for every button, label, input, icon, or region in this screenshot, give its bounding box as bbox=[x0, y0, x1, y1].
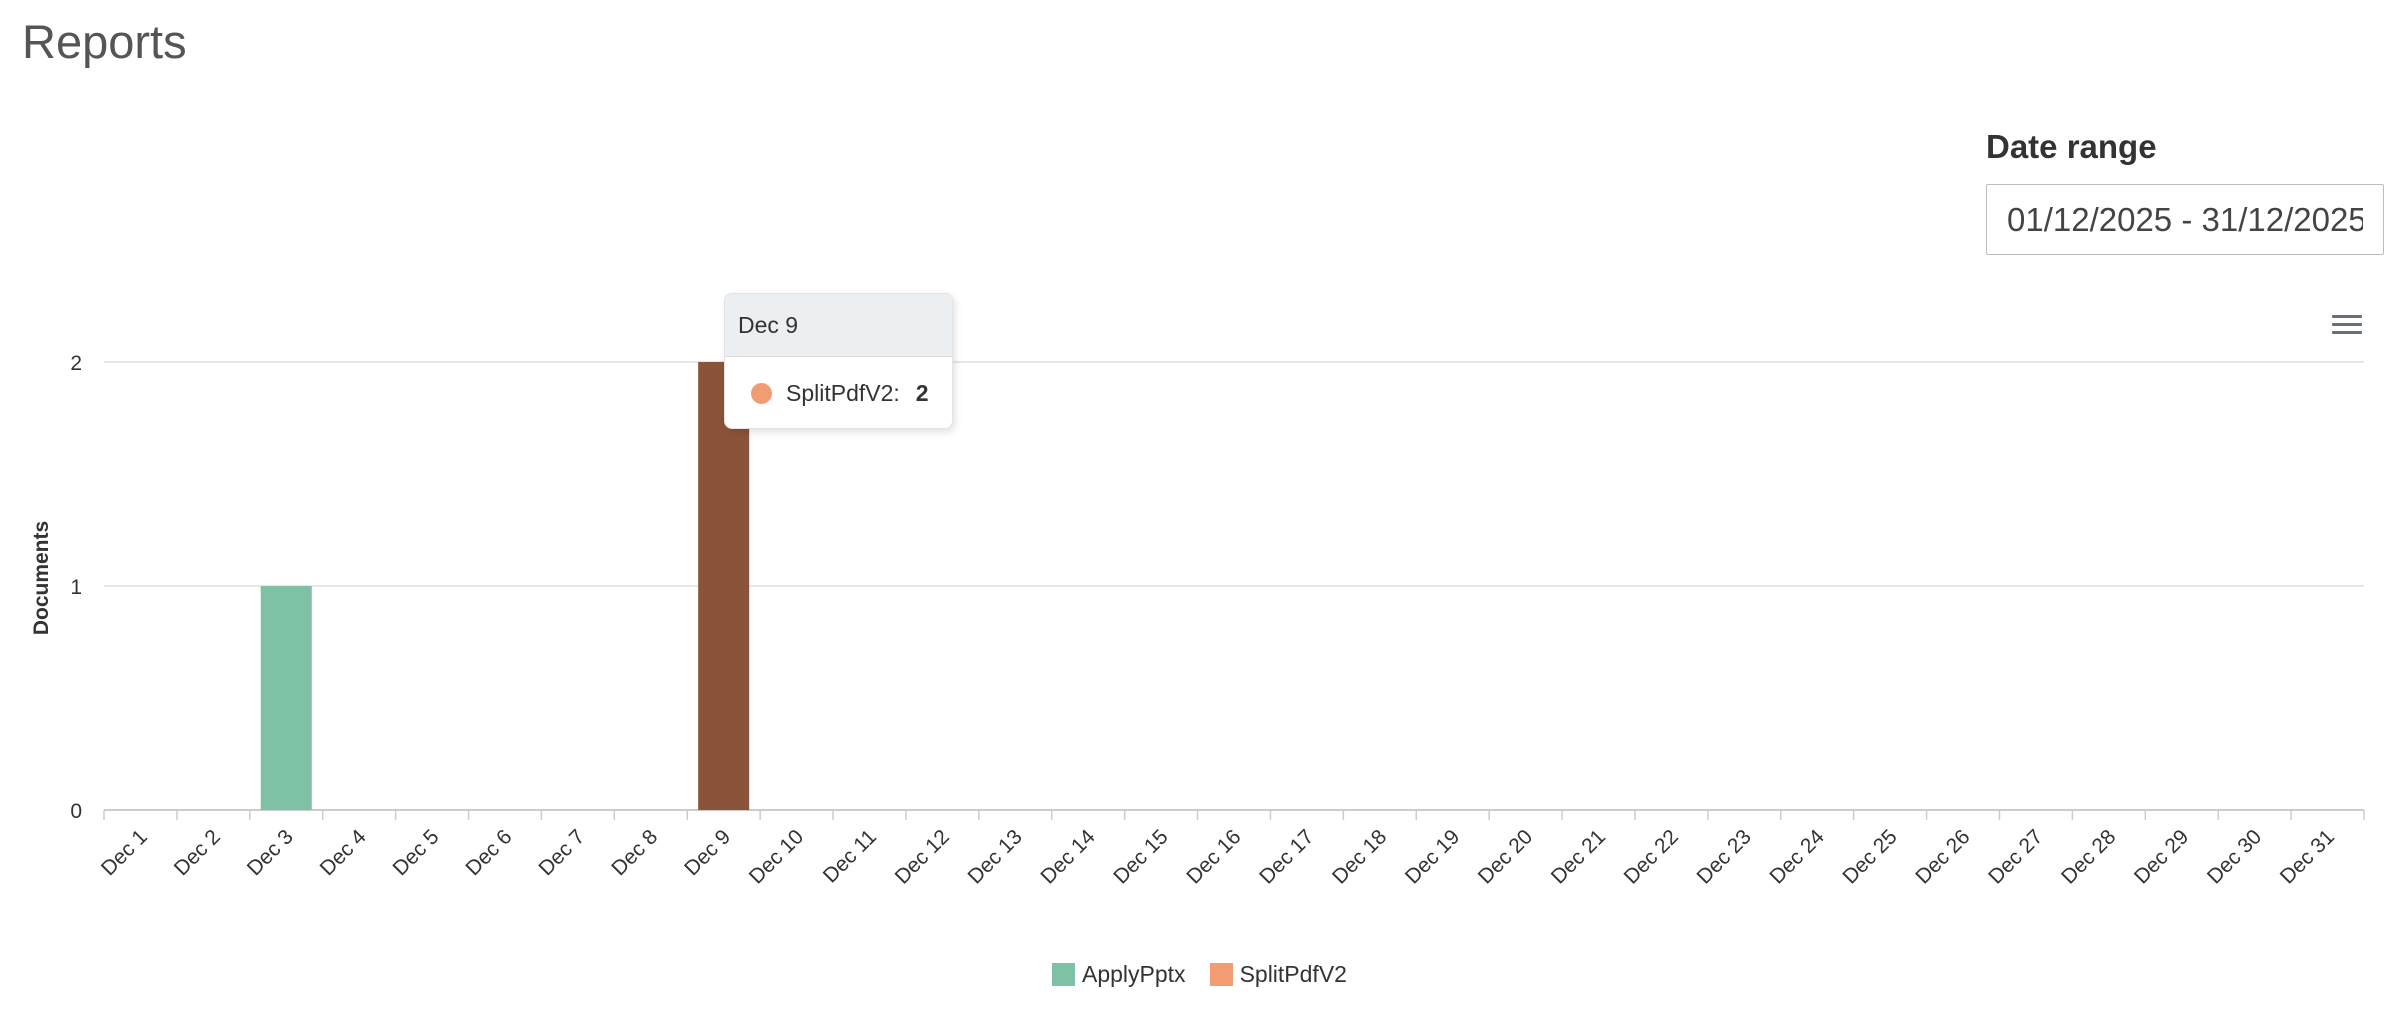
x-tick-label: Dec 23 bbox=[1693, 825, 1756, 888]
x-tick-label: Dec 28 bbox=[2057, 825, 2120, 888]
bar-splitpdfv2-dec-9 bbox=[698, 362, 750, 810]
x-tick-label: Dec 19 bbox=[1401, 825, 1464, 888]
bar-applypptx-dec-3 bbox=[260, 586, 312, 810]
x-tick-label: Dec 17 bbox=[1255, 825, 1318, 888]
legend-label: ApplyPptx bbox=[1082, 961, 1186, 987]
y-axis-tick-labels: 0 1 2 bbox=[70, 352, 82, 823]
x-tick-label: Dec 2 bbox=[170, 825, 225, 880]
y-tick-label: 2 bbox=[70, 352, 82, 375]
x-tick-label: Dec 8 bbox=[607, 825, 662, 880]
x-tick-label: Dec 24 bbox=[1765, 825, 1829, 889]
x-tick-label: Dec 31 bbox=[2276, 825, 2339, 888]
legend-label: SplitPdfV2 bbox=[1239, 961, 1347, 987]
x-tick-label: Dec 10 bbox=[745, 825, 808, 888]
tooltip-series-marker bbox=[751, 382, 772, 404]
y-tick-label: 1 bbox=[70, 576, 82, 599]
x-tick-label: Dec 20 bbox=[1474, 825, 1537, 888]
hamburger-menu-icon bbox=[2332, 315, 2362, 318]
x-tick-label: Dec 21 bbox=[1547, 825, 1610, 888]
x-tick-label: Dec 16 bbox=[1182, 825, 1245, 888]
date-range-input[interactable] bbox=[1986, 184, 2384, 255]
x-tick-label: Dec 1 bbox=[97, 825, 152, 880]
tooltip-title: Dec 9 bbox=[725, 294, 952, 357]
legend-swatch bbox=[1209, 963, 1233, 986]
x-tick-label: Dec 22 bbox=[1620, 825, 1683, 888]
tooltip-value: 2 bbox=[915, 379, 929, 406]
y-axis-label: Documents bbox=[30, 521, 53, 635]
x-tick-label: Dec 6 bbox=[461, 825, 516, 880]
x-tick-label: Dec 26 bbox=[1911, 825, 1974, 888]
x-tick-label: Dec 12 bbox=[891, 825, 954, 888]
legend-item-applypptx[interactable]: ApplyPptx bbox=[1052, 961, 1186, 988]
hamburger-menu-icon-bar bbox=[2332, 323, 2362, 326]
x-tick-label: Dec 11 bbox=[819, 825, 881, 887]
hamburger-menu-icon-bar bbox=[2332, 331, 2362, 334]
legend-item-splitpdfv2[interactable]: SplitPdfV2 bbox=[1209, 961, 1347, 988]
chart-menu-button[interactable] bbox=[2316, 300, 2376, 350]
x-tick-label: Dec 14 bbox=[1036, 825, 1100, 889]
x-tick-label: Dec 25 bbox=[1838, 825, 1901, 888]
x-tick-label: Dec 3 bbox=[243, 825, 298, 880]
x-tick-label: Dec 4 bbox=[316, 825, 371, 880]
x-tick-label: Dec 7 bbox=[534, 825, 589, 880]
tooltip-body: SplitPdfV2: 2 bbox=[725, 357, 952, 428]
chart-bars bbox=[260, 362, 750, 810]
legend-swatch bbox=[1052, 963, 1075, 986]
x-tick-label: Dec 30 bbox=[2203, 825, 2266, 888]
x-axis bbox=[103, 809, 2365, 820]
chart-gridlines bbox=[104, 361, 2364, 587]
x-tick-label: Dec 5 bbox=[389, 825, 444, 880]
x-tick-label: Dec 29 bbox=[2130, 825, 2193, 888]
y-tick-label: 0 bbox=[70, 800, 82, 823]
x-axis-tick-labels: Dec 1 Dec 2 Dec 3 Dec 4 Dec 5 Dec 6 Dec 7 Dec 8… bbox=[97, 825, 2339, 889]
x-tick-label: Dec 27 bbox=[1984, 825, 2047, 888]
x-tick-label: Dec 9 bbox=[680, 825, 735, 880]
chart-tooltip: Dec 9 SplitPdfV2: 2 bbox=[724, 293, 953, 429]
page-title: Reports bbox=[22, 15, 187, 68]
x-tick-label: Dec 15 bbox=[1109, 825, 1172, 888]
date-range-label: Date range bbox=[1986, 128, 2157, 165]
x-tick-label: Dec 13 bbox=[964, 825, 1027, 888]
tooltip-series-label: SplitPdfV2: bbox=[786, 379, 900, 406]
chart-legend: ApplyPptx SplitPdfV2 bbox=[1052, 961, 1371, 988]
date-range-group: Date range bbox=[1986, 128, 2384, 255]
x-tick-label: Dec 18 bbox=[1328, 825, 1391, 888]
